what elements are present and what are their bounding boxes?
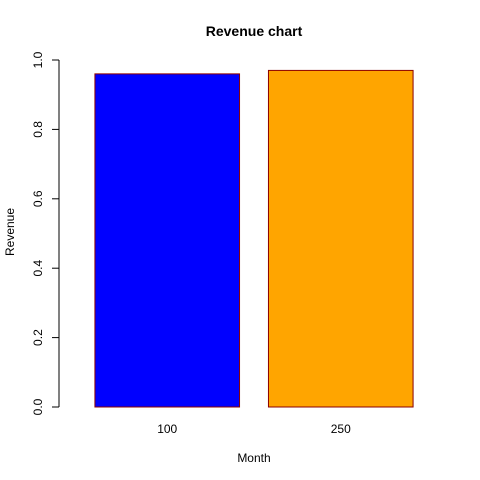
bars-group	[94, 69, 414, 408]
bar-250	[267, 69, 414, 408]
y-tick-label: 0.0	[31, 398, 45, 415]
x-tick-labels: 100 250	[157, 422, 351, 436]
y-tick-label: 0.4	[31, 260, 45, 277]
x-axis-label: Month	[237, 451, 270, 465]
bar-100	[94, 73, 241, 408]
y-tick-label: 1.0	[31, 51, 45, 68]
chart-title: Revenue chart	[206, 23, 303, 39]
y-tick-label: 0.8	[31, 121, 45, 138]
y-axis: 0.0 0.2 0.4 0.6 0.8 1.0	[31, 51, 60, 415]
x-tick-label: 100	[157, 422, 177, 436]
y-axis-label: Revenue	[3, 208, 17, 256]
y-tick-label: 0.2	[31, 329, 45, 346]
x-tick-label: 250	[331, 422, 351, 436]
y-tick-label: 0.6	[31, 190, 45, 207]
